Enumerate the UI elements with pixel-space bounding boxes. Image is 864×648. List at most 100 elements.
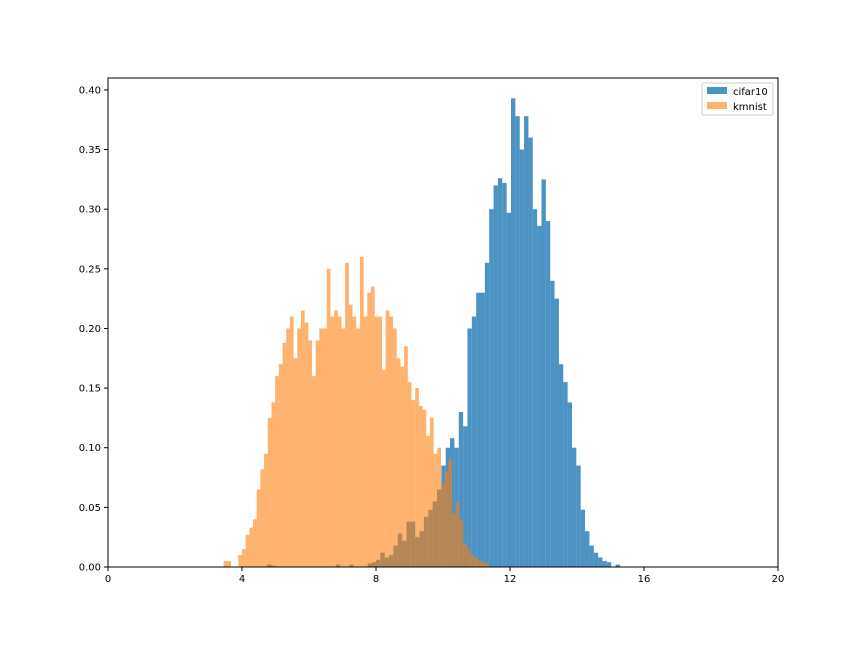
y-tick-label: 0.35 [79, 145, 101, 156]
kmnist-bar [386, 311, 390, 567]
kmnist-bar [419, 406, 423, 567]
y-tick-label: 0.30 [79, 205, 101, 216]
cifar10-bar [555, 299, 559, 567]
kmnist-bar [467, 549, 471, 567]
kmnist-bar [349, 305, 353, 567]
cifar10-bar [511, 98, 515, 567]
cifar10-bar [581, 510, 585, 567]
y-tick-label: 0.40 [79, 85, 101, 96]
kmnist-bar [323, 328, 327, 567]
kmnist-bar [404, 346, 408, 567]
kmnist-bar [437, 448, 441, 567]
cifar10-bar [533, 209, 537, 567]
kmnist-bar [371, 287, 375, 567]
kmnist-bar [400, 367, 404, 567]
cifar10-bar [559, 364, 563, 567]
cifar10-bar [589, 546, 593, 567]
kmnist-bar [360, 257, 364, 567]
kmnist-bar [474, 557, 478, 567]
cifar10-bar [485, 263, 489, 567]
kmnist-bar [485, 563, 489, 567]
kmnist-bar [283, 343, 287, 567]
kmnist-bar [423, 410, 427, 567]
kmnist-bar [408, 382, 412, 567]
kmnist-bar [356, 328, 360, 567]
kmnist-bar [286, 328, 290, 567]
legend-label-cifar10: cifar10 [733, 87, 768, 98]
cifar10-bar [568, 402, 572, 567]
cifar10-bar [507, 213, 511, 567]
kmnist-bar [375, 317, 379, 567]
cifar10-bar [494, 185, 498, 567]
kmnist-bar [268, 418, 272, 567]
y-tick-label: 0.15 [79, 384, 101, 395]
kmnist-bar [459, 519, 463, 567]
kmnist-bar [382, 370, 386, 567]
kmnist-bar [463, 543, 467, 567]
kmnist-bar [308, 340, 312, 567]
cifar10-bar [472, 317, 476, 567]
kmnist-bar [367, 293, 371, 567]
cifar10-bar [520, 150, 524, 567]
kmnist-bar [275, 376, 279, 567]
cifar10-bar [498, 178, 502, 567]
x-tick-label: 8 [373, 574, 379, 585]
cifar10-bar [576, 466, 580, 567]
x-tick-label: 4 [239, 574, 245, 585]
kmnist-bar [246, 535, 250, 567]
kmnist-bar [260, 469, 264, 567]
cifar10-bar [607, 562, 611, 567]
kmnist-bar [445, 472, 449, 567]
kmnist-bar [426, 436, 430, 567]
kmnist-bar [227, 561, 231, 567]
kmnist-bar [378, 317, 382, 567]
y-tick-label: 0.10 [79, 443, 101, 454]
kmnist-bar [312, 376, 316, 567]
kmnist-bar [338, 317, 342, 567]
x-tick-label: 0 [105, 574, 111, 585]
kmnist-bar [327, 269, 331, 567]
kmnist-bar [334, 311, 338, 567]
y-tick-label: 0.05 [79, 503, 101, 514]
y-tick-label: 0.00 [79, 563, 101, 574]
legend-swatch-cifar10 [707, 87, 727, 94]
kmnist-bar [389, 317, 393, 567]
cifar10-bar [537, 226, 541, 567]
kmnist-bar [294, 358, 298, 567]
legend-swatch-kmnist [707, 102, 727, 109]
kmnist-bar [319, 328, 323, 567]
kmnist-bar [353, 317, 357, 567]
kmnist-bar [279, 364, 283, 567]
cifar10-bar [550, 281, 554, 567]
kmnist-bar [452, 513, 456, 567]
kmnist-bar [478, 561, 482, 567]
cifar10-bar [572, 448, 576, 567]
cifar10-bar [602, 561, 606, 567]
cifar10-bar [594, 553, 598, 567]
cifar10-bar [563, 382, 567, 567]
cifar10-bar [467, 328, 471, 567]
kmnist-bar [456, 501, 460, 567]
y-tick-label: 0.25 [79, 264, 101, 275]
kmnist-bar [297, 328, 301, 567]
cifar10-bar [515, 116, 519, 567]
kmnist-bar [253, 519, 257, 567]
kmnist-bar [393, 328, 397, 567]
kmnist-bar [249, 528, 253, 567]
cifar10-bar [502, 183, 506, 567]
x-tick-label: 20 [772, 574, 785, 585]
x-tick-label: 16 [638, 574, 651, 585]
kmnist-bar [301, 311, 305, 567]
kmnist-bar [364, 317, 368, 567]
kmnist-bar [264, 454, 268, 567]
kmnist-bar [316, 340, 320, 567]
legend: cifar10 kmnist [702, 83, 773, 115]
legend-label-kmnist: kmnist [733, 102, 767, 113]
kmnist-bar [448, 460, 452, 567]
y-tick-label: 0.20 [79, 324, 101, 335]
cifar10-bar [541, 179, 545, 567]
kmnist-bar [430, 418, 434, 567]
cifar10-bar [598, 557, 602, 567]
x-tick-label: 12 [504, 574, 517, 585]
